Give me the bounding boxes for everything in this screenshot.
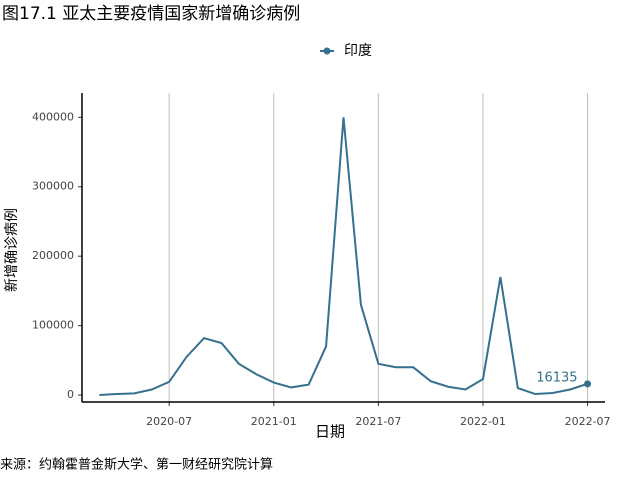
- x-tick-label: 2021-01: [251, 415, 297, 428]
- chart-title: 图17.1 亚太主要疫情国家新增确诊病例: [2, 4, 300, 24]
- line-series: [99, 117, 588, 397]
- y-tick-label: 100000: [32, 319, 74, 332]
- data-label: 16135: [536, 370, 577, 385]
- x-axis-label: 日期: [315, 423, 345, 441]
- y-tick-label: 400000: [32, 110, 74, 123]
- y-tick-label: 0: [67, 388, 74, 401]
- y-tick-label: 300000: [32, 180, 74, 193]
- source-note: 来源：约翰霍普金斯大学、第一财经研究院计算: [0, 457, 273, 473]
- x-tick-label: 2022-07: [565, 415, 611, 428]
- legend-marker: [323, 47, 331, 55]
- x-tick-label: 2020-07: [146, 415, 192, 428]
- y-tick-label: 200000: [32, 249, 74, 262]
- end-point: [584, 380, 592, 388]
- y-axis-label: 新增确诊病例: [4, 208, 20, 292]
- x-tick-label: 2022-01: [460, 415, 506, 428]
- x-tick-label: 2021-07: [355, 415, 401, 428]
- legend-label: 印度: [344, 43, 372, 59]
